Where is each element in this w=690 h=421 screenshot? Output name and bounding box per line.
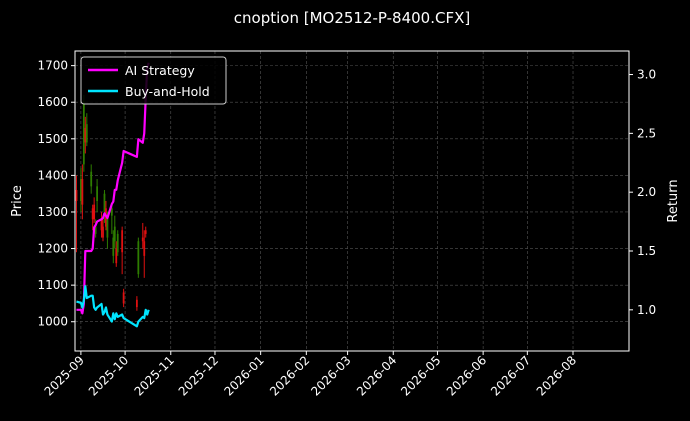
candle-body (100, 219, 103, 231)
y-right-tick-label: 2.0 (637, 185, 656, 199)
y-axis-left-label: Price (10, 185, 25, 217)
candle-body (113, 226, 116, 242)
candle-body (90, 171, 93, 187)
y-right-tick-label: 3.0 (637, 68, 656, 82)
candle-body (144, 230, 147, 234)
y-axis-left: 1000 1100 1200 1300 1400 1500 1600 1700 (37, 59, 75, 329)
candle-body (75, 190, 78, 201)
candle-body (93, 204, 96, 220)
y-left-tick-label: 1700 (37, 59, 68, 73)
candle-body (116, 233, 119, 253)
candle-body (137, 241, 140, 275)
candle-body (103, 193, 106, 212)
y-axis-right-label: Return (666, 179, 681, 222)
legend-label-ai-strategy: AI Strategy (125, 63, 195, 78)
y-left-tick-label: 1600 (37, 95, 68, 109)
y-left-tick-label: 1000 (37, 315, 68, 329)
legend-label-buy-and-hold: Buy-and-Hold (125, 84, 210, 99)
candle-body (79, 179, 82, 201)
series-line-buy-and-hold (76, 285, 150, 328)
y-right-tick-label: 1.0 (637, 303, 656, 317)
y-left-tick-label: 1400 (37, 168, 68, 182)
candle-body (81, 179, 84, 205)
candles (75, 94, 147, 311)
series-lines (76, 62, 150, 328)
y-right-tick-label: 1.5 (637, 244, 656, 258)
candle-body (110, 208, 113, 216)
candle-body (135, 299, 138, 308)
candle-body (122, 292, 125, 304)
y-left-tick-label: 1200 (37, 242, 68, 256)
candle-body (141, 237, 144, 242)
legend: AI Strategy Buy-and-Hold (80, 56, 227, 105)
y-left-tick-label: 1100 (37, 278, 68, 292)
y-left-tick-label: 1500 (37, 132, 68, 146)
candle-body (84, 127, 87, 143)
y-right-tick-label: 2.5 (637, 126, 656, 140)
y-axis-right: 1.0 1.5 2.0 2.5 3.0 (629, 68, 656, 317)
candle-body (96, 186, 99, 201)
candle-body (94, 226, 97, 234)
candle-body (143, 241, 146, 256)
series-line-ai-strategy (76, 62, 150, 315)
candle-body (106, 215, 109, 238)
y-left-tick-label: 1300 (37, 205, 68, 219)
candle-body (112, 237, 115, 256)
plot-frame (74, 50, 630, 352)
candle-body (102, 226, 104, 238)
candle-body (82, 102, 85, 165)
candle-body (91, 208, 94, 220)
chart-title: cnoption [MO2512-P-8400.CFX] (234, 9, 470, 27)
candle-body (85, 124, 88, 143)
candle-body (115, 248, 118, 264)
candle-body (121, 230, 124, 253)
